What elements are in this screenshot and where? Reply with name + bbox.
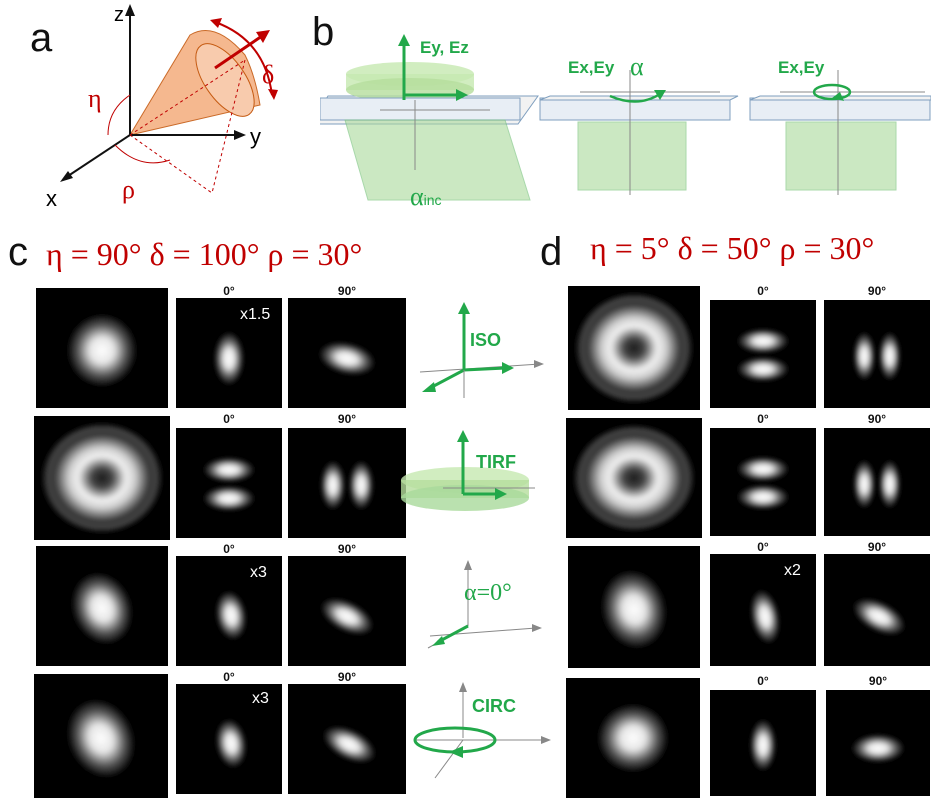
mode-circ-label: CIRC [472,696,516,716]
psf-c2-0deg [176,428,282,538]
angle-label-90: 90° [337,670,357,684]
angle-label-0: 0° [757,540,769,554]
psf-c4-0deg [176,684,282,794]
z-axis-label: z [114,4,124,26]
psf-c1-0deg [176,298,282,408]
psf-d4-90deg [826,690,930,796]
angle-label-90: 90° [868,674,888,688]
panel-b-letter: b [312,10,335,54]
mode-alpha-label: α=0° [464,580,512,606]
scale-c1: x1.5 [240,306,271,323]
panel-b-diagram [320,34,931,201]
psf-c1-sum [36,288,168,408]
rho-label: ρ [122,175,135,204]
panel-d-letter: d [540,230,563,274]
panel-c-params: η = 90° δ = 100° ρ = 30° [46,236,363,272]
y-axis-label: y [250,124,261,149]
angle-label-0: 0° [223,670,235,684]
psf-c3-90deg [288,556,406,666]
psf-d1-0deg [710,300,816,408]
angle-label-90: 90° [867,540,887,554]
psf-d3-90deg [824,554,930,666]
delta-label: δ [262,60,275,89]
psf-d4-0deg [710,690,816,796]
psf-c4-90deg [288,684,406,794]
alpha-label: α [630,52,644,81]
panel-d-params: η = 5° δ = 50° ρ = 30° [590,230,875,266]
psf-c2-sum [34,416,170,540]
psf-c2-90deg [288,428,406,538]
mode-tirf-icon [401,430,535,511]
mode-iso-icon [419,302,544,398]
angle-label-0: 0° [223,412,235,426]
psf-d4-sum [566,678,700,798]
angle-label-90: 90° [867,412,887,426]
angle-label-90: 90° [337,284,357,298]
angle-label-90: 90° [337,542,357,556]
ex-ey-label-2: Ex,Ey [778,58,825,77]
angle-label-0: 0° [223,284,235,298]
mode-tirf-label: TIRF [476,452,516,472]
psf-d1-90deg [824,300,930,408]
psf-c1-90deg [288,298,406,408]
angle-label-90: 90° [337,412,357,426]
psf-c3-sum [36,546,168,666]
psf-d3-sum [568,546,700,668]
scale-c4: x3 [252,690,269,707]
panel-c-letter: c [8,230,28,274]
alpha-inc-label: αinc [410,182,442,211]
scale-d3: x2 [784,562,801,579]
mode-iso-label: ISO [470,330,502,350]
scale-c3: x3 [250,564,267,581]
ex-ey-label-1: Ex,Ey [568,58,615,77]
angle-label-0: 0° [757,674,769,688]
panel-a-letter: a [30,16,53,60]
mode-circ-icon [413,682,551,779]
angle-label-0: 0° [223,542,235,556]
angle-label-90: 90° [867,284,887,298]
angle-label-0: 0° [757,284,769,298]
psf-d2-0deg [710,428,816,536]
psf-d1-sum [568,286,700,410]
psf-d2-sum [566,418,702,538]
psf-d3-0deg [710,554,816,666]
angle-label-0: 0° [757,412,769,426]
psf-c3-0deg [176,556,282,666]
psf-d2-90deg [824,428,930,536]
psf-c4-sum [34,674,168,798]
panel-a-diagram [60,4,278,194]
eta-label: η [88,84,102,113]
x-axis-label: x [46,186,57,211]
mode-alpha-icon [427,560,542,649]
ey-ez-label: Ey, Ez [420,38,469,57]
